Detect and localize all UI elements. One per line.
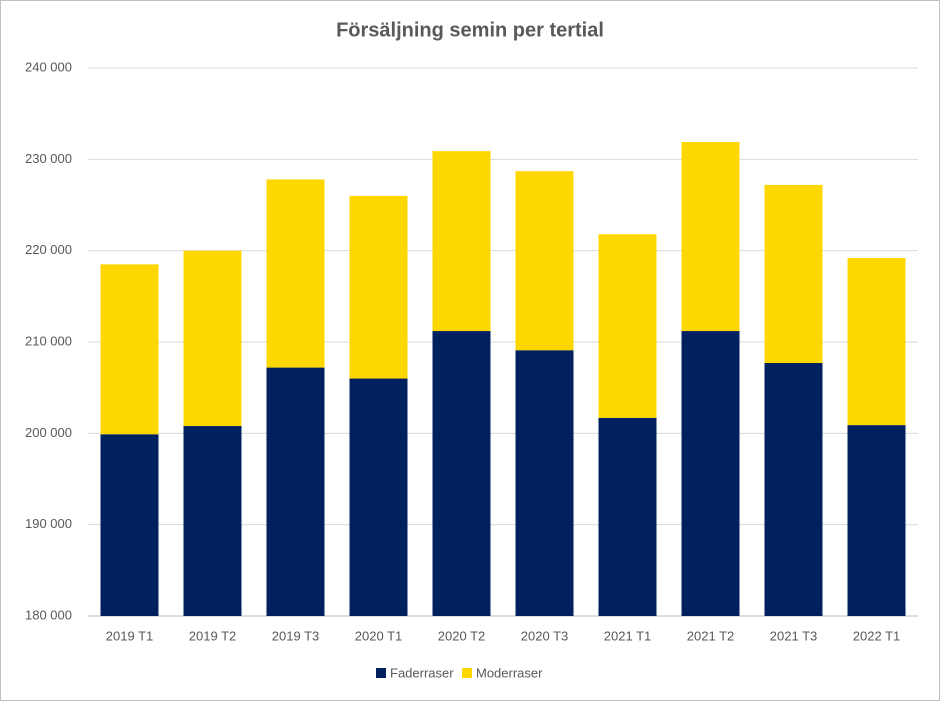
bar-segment <box>515 350 574 616</box>
y-tick-label: 240 000 <box>25 59 72 74</box>
bar-segment <box>266 367 325 616</box>
bar-segment <box>432 331 491 616</box>
bar-segment <box>432 151 491 332</box>
bar-segment <box>349 195 408 379</box>
x-tick-label: 2021 T2 <box>687 628 734 643</box>
bar-segment <box>100 264 159 435</box>
bar-segment <box>764 363 823 616</box>
x-tick-label: 2020 T1 <box>355 628 402 643</box>
x-tick-label: 2019 T1 <box>106 628 153 643</box>
bar-segment <box>847 425 906 616</box>
x-tick-label: 2019 T2 <box>189 628 236 643</box>
bar-segment <box>681 331 740 616</box>
y-tick-label: 190 000 <box>25 516 72 531</box>
bar-segment <box>515 171 574 351</box>
bar-segment <box>183 426 242 616</box>
bar-segment <box>681 141 740 332</box>
bar-segment <box>266 179 325 368</box>
y-tick-label: 210 000 <box>25 333 72 348</box>
y-tick-label: 180 000 <box>25 607 72 622</box>
bar-segment <box>183 250 242 427</box>
x-tick-label: 2019 T3 <box>272 628 319 643</box>
x-tick-label: 2022 T1 <box>853 628 900 643</box>
x-tick-label: 2020 T2 <box>438 628 485 643</box>
bar-segment <box>100 434 159 616</box>
bar-segment <box>598 417 657 616</box>
legend-swatch <box>376 668 386 678</box>
chart-title: Försäljning semin per tertial <box>336 19 604 41</box>
x-tick-label: 2021 T3 <box>770 628 817 643</box>
legend-swatch <box>462 668 472 678</box>
bar-segment <box>847 257 906 426</box>
x-tick-label: 2020 T3 <box>521 628 568 643</box>
bar-segment <box>349 378 408 616</box>
bar-segment <box>598 234 657 418</box>
x-tick-label: 2021 T1 <box>604 628 651 643</box>
y-tick-label: 200 000 <box>25 425 72 440</box>
y-tick-label: 230 000 <box>25 151 72 166</box>
bar-segment <box>764 184 823 364</box>
legend-label: Faderraser <box>390 665 454 680</box>
legend-label: Moderraser <box>476 665 543 680</box>
y-tick-label: 220 000 <box>25 242 72 257</box>
